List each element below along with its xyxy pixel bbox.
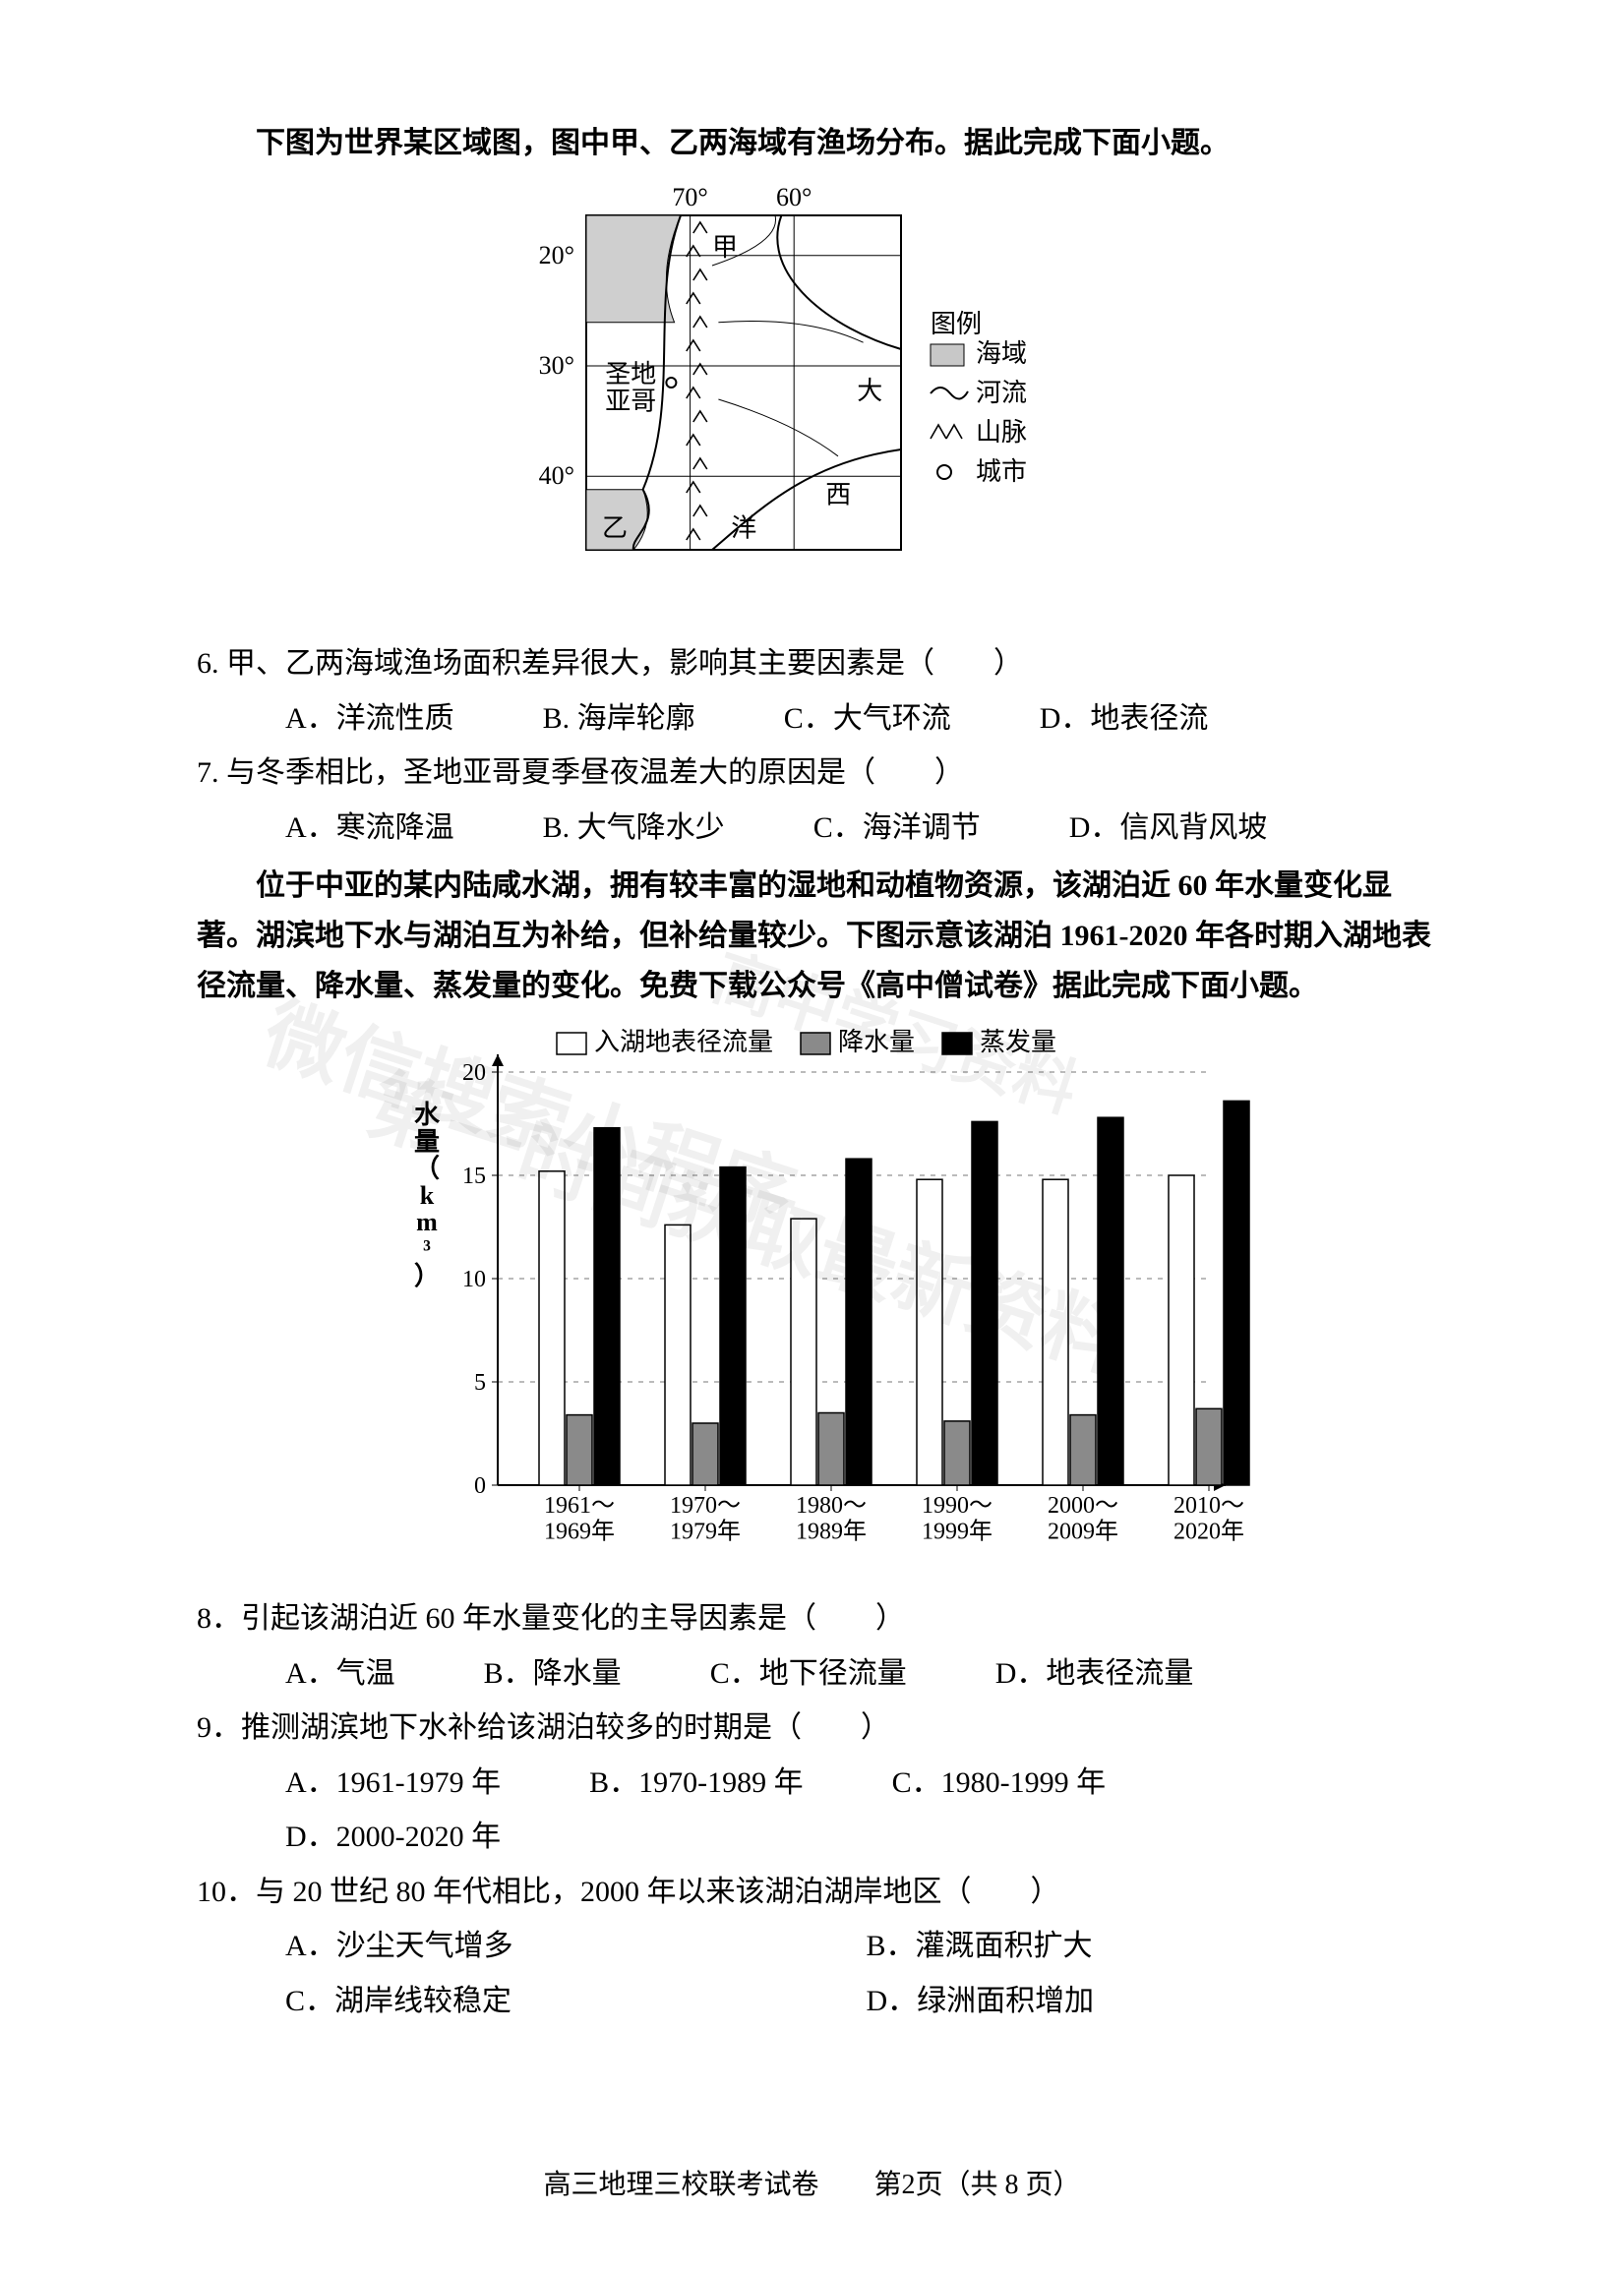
svg-text:海域: 海域: [976, 339, 1027, 368]
svg-text:洋: 洋: [731, 513, 756, 542]
svg-text:1990～1999年: 1990～1999年: [922, 1493, 992, 1544]
q8-opt-d[interactable]: D．地表径流量: [995, 1646, 1194, 1702]
q8-opt-c[interactable]: C．地下径流量: [710, 1646, 907, 1702]
bar-chart-svg: 0 5 10 15 20 水量（km³） 1961～1969年 1970～1979年 1980～…: [370, 1023, 1275, 1574]
svg-text:降水量: 降水量: [838, 1028, 915, 1056]
svg-text:量: 量: [413, 1127, 439, 1156]
svg-text:0: 0: [474, 1473, 486, 1499]
q6-stem: 6. 甲、乙两海域渔场面积差异很大，影响其主要因素是（ ）: [197, 636, 1447, 691]
q6-opt-a[interactable]: A．洋流性质: [285, 691, 454, 747]
q10-opts: A．沙尘天气增多 B．灌溉面积扩大 C．湖岸线较稳定 D．绿洲面积增加: [197, 1919, 1447, 2028]
svg-text:70°: 70°: [672, 183, 707, 211]
svg-text:）: ）: [413, 1262, 439, 1290]
q7-opt-d[interactable]: D．信风背风坡: [1069, 801, 1268, 856]
svg-text:（: （: [413, 1155, 439, 1183]
q6-opt-c[interactable]: C．大气环流: [784, 691, 951, 747]
svg-text:20°: 20°: [538, 241, 573, 269]
svg-text:k: k: [419, 1181, 434, 1210]
map-svg: 70° 60° 20° 30° 40° 甲乙 圣地亚哥 大西洋 图例海域河流山脉城市: [488, 176, 1157, 609]
intro2: 位于中亚的某内陆咸水湖，拥有较丰富的湿地和动植物资源，该湖泊近 60 年水量变化…: [197, 861, 1447, 1011]
svg-text:1970～1979年: 1970～1979年: [670, 1493, 741, 1544]
q7-opt-a[interactable]: A．寒流降温: [285, 801, 454, 856]
q6-opts: A．洋流性质 B. 海岸轮廓 C．大气环流 D．地表径流: [197, 691, 1447, 747]
q9-opts: A．1961-1979 年 B．1970-1989 年 C．1980-1999 …: [197, 1756, 1447, 1865]
q7-stem: 7. 与冬季相比，圣地亚哥夏季昼夜温差大的原因是（ ）: [197, 746, 1447, 801]
q10-opt-a[interactable]: A．沙尘天气增多: [285, 1919, 867, 1974]
svg-text:甲: 甲: [712, 233, 738, 262]
svg-text:1961～1969年: 1961～1969年: [544, 1493, 615, 1544]
svg-text:5: 5: [474, 1370, 486, 1396]
q8-stem: 8．引起该湖泊近 60 年水量变化的主导因素是（ ）: [197, 1591, 1447, 1646]
exam-page: 下图为世界某区域图，图中甲、乙两海域有渔场分布。据此完成下面小题。 70° 60°…: [0, 0, 1624, 2271]
svg-text:10: 10: [462, 1267, 486, 1292]
q9-opt-d[interactable]: D．2000-2020 年: [285, 1810, 501, 1865]
q7-opts: A．寒流降温 B. 大气降水少 C．海洋调节 D．信风背风坡: [197, 801, 1447, 856]
q6-opt-d[interactable]: D．地表径流: [1040, 691, 1209, 747]
svg-text:20: 20: [462, 1060, 486, 1086]
svg-text:圣地亚哥: 圣地亚哥: [605, 360, 656, 415]
intro1: 下图为世界某区域图，图中甲、乙两海域有渔场分布。据此完成下面小题。: [197, 118, 1447, 168]
q8-opt-a[interactable]: A．气温: [285, 1646, 395, 1702]
svg-text:入湖地表径流量: 入湖地表径流量: [594, 1028, 773, 1056]
svg-text:城市: 城市: [976, 457, 1027, 486]
svg-text:1980～1989年: 1980～1989年: [796, 1493, 867, 1544]
q9-stem: 9．推测湖滨地下水补给该湖泊较多的时期是（ ）: [197, 1701, 1447, 1756]
svg-text:m: m: [416, 1208, 438, 1236]
svg-text:水: 水: [413, 1101, 440, 1129]
q10-stem: 10．与 20 世纪 80 年代相比，2000 年以来该湖泊湖岸地区（ ）: [197, 1865, 1447, 1920]
q9-opt-c[interactable]: C．1980-1999 年: [892, 1756, 1107, 1811]
svg-text:40°: 40°: [538, 461, 573, 490]
q8-opts: A．气温 B．降水量 C．地下径流量 D．地表径流量: [197, 1646, 1447, 1702]
svg-text:2000～2009年: 2000～2009年: [1048, 1493, 1118, 1544]
q6-opt-b[interactable]: B. 海岸轮廓: [543, 691, 695, 747]
q7-opt-c[interactable]: C．海洋调节: [813, 801, 981, 856]
svg-text:乙: 乙: [602, 513, 628, 542]
svg-text:山脉: 山脉: [976, 418, 1027, 447]
map-figure: 70° 60° 20° 30° 40° 甲乙 圣地亚哥 大西洋 图例海域河流山脉城市: [197, 176, 1447, 609]
q8-opt-b[interactable]: B．降水量: [484, 1646, 622, 1702]
q7-opt-b[interactable]: B. 大气降水少: [543, 801, 725, 856]
svg-text:2010～2020年: 2010～2020年: [1173, 1493, 1244, 1544]
svg-text:15: 15: [462, 1164, 486, 1189]
svg-text:图例: 图例: [931, 310, 982, 338]
svg-text:大: 大: [857, 377, 882, 405]
chart-figure: 微信搜索小程序 第一时间获取最新资料 高中学习资料 05101520水量（km³…: [197, 1023, 1447, 1574]
q9-opt-a[interactable]: A．1961-1979 年: [285, 1756, 501, 1811]
q10-opt-b[interactable]: B．灌溉面积扩大: [867, 1919, 1448, 1974]
svg-text:30°: 30°: [538, 351, 573, 380]
svg-text:³: ³: [423, 1235, 431, 1264]
q10-opt-d[interactable]: D．绿洲面积增加: [867, 1974, 1448, 2029]
q9-opt-b[interactable]: B．1970-1989 年: [589, 1756, 804, 1811]
svg-text:西: 西: [825, 480, 851, 508]
svg-text:河流: 河流: [976, 379, 1027, 407]
svg-text:60°: 60°: [775, 183, 811, 211]
page-footer: 高三地理三校联考试卷 第2页（共 8 页）: [0, 2163, 1624, 2202]
svg-text:蒸发量: 蒸发量: [980, 1028, 1056, 1056]
q10-opt-c[interactable]: C．湖岸线较稳定: [285, 1974, 867, 2029]
